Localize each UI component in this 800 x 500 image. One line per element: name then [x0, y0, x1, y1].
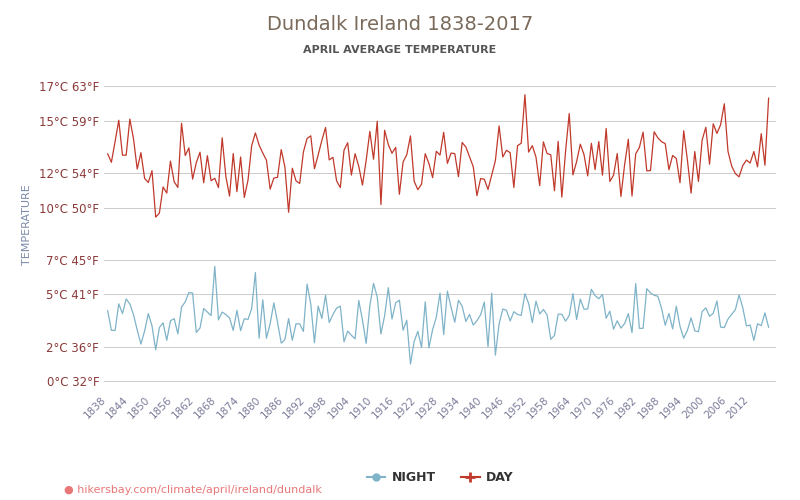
Text: APRIL AVERAGE TEMPERATURE: APRIL AVERAGE TEMPERATURE	[303, 45, 497, 55]
Legend: NIGHT, DAY: NIGHT, DAY	[362, 466, 518, 489]
Y-axis label: TEMPERATURE: TEMPERATURE	[22, 184, 32, 266]
Text: Dundalk Ireland 1838-2017: Dundalk Ireland 1838-2017	[267, 15, 533, 34]
Text: ● hikersbay.com/climate/april/ireland/dundalk: ● hikersbay.com/climate/april/ireland/du…	[64, 485, 322, 495]
